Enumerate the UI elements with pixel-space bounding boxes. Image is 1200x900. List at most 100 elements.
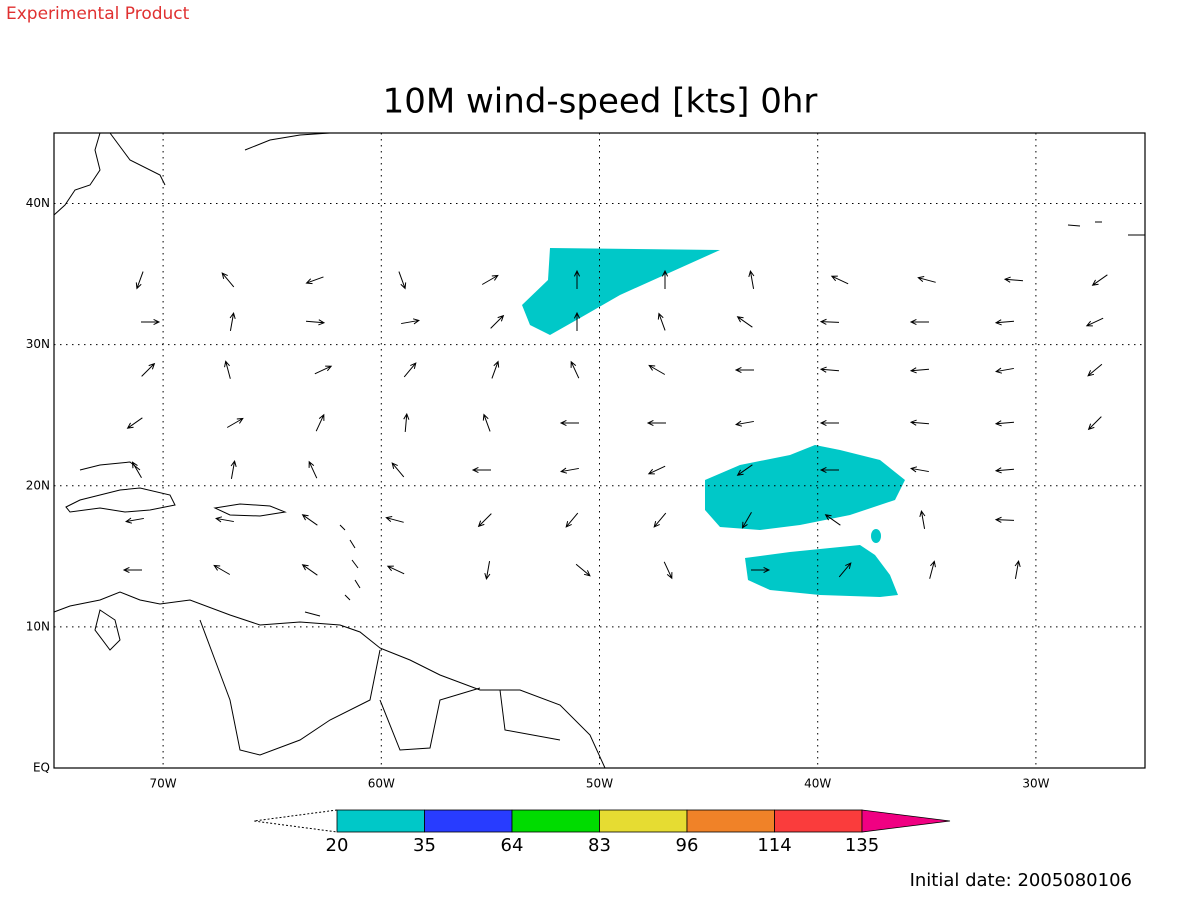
wind-arrow — [657, 312, 666, 331]
coastline — [65, 461, 287, 517]
wind-arrow — [661, 269, 669, 289]
wind-arrow — [221, 272, 235, 288]
wind-arrow — [1091, 274, 1108, 286]
wind-arrow — [838, 562, 852, 578]
wind-arrow — [751, 566, 771, 574]
wind-arrow — [403, 362, 417, 378]
wind-regions — [522, 248, 905, 597]
wind-arrow — [994, 516, 1015, 523]
wind-arrow — [646, 419, 666, 427]
wind-arrow — [125, 517, 144, 524]
lat-label: 30N — [26, 337, 50, 351]
wind-arrow — [910, 466, 929, 473]
wind-arrow — [919, 510, 926, 529]
wind-arrow — [131, 461, 142, 479]
colorbar-label: 114 — [757, 835, 791, 856]
lat-label: 20N — [26, 478, 50, 492]
colorbar-label: 20 — [326, 835, 349, 856]
wind-arrow — [559, 419, 579, 427]
wind-arrow — [301, 564, 318, 576]
wind-arrow — [929, 560, 936, 579]
colorbar-over — [861, 809, 951, 833]
wind-arrow — [224, 360, 231, 379]
wind-arrow — [482, 413, 491, 432]
wind-arrow — [305, 276, 324, 285]
wind-arrow — [213, 564, 231, 575]
initial-date: Initial date: 2005080106 — [910, 870, 1132, 891]
lat-label: 10N — [26, 619, 50, 633]
wind-arrow — [386, 565, 405, 575]
wind-region — [745, 545, 898, 597]
wind-arrow — [141, 318, 161, 326]
wind-arrow — [994, 420, 1015, 427]
wind-arrow — [403, 412, 410, 433]
colorbar-label: 83 — [588, 835, 611, 856]
colorbar: 20 35 64 83 96 114 135 — [253, 809, 951, 856]
wind-arrow — [126, 417, 143, 429]
map-frame — [53, 132, 1146, 769]
wind-arrow — [994, 467, 1015, 474]
wind-arrow — [741, 511, 752, 529]
wind-arrow — [909, 419, 930, 426]
wind-arrow — [736, 464, 753, 476]
wind-region — [522, 248, 720, 335]
wind-arrow — [648, 364, 666, 375]
colorbar-box — [424, 809, 513, 833]
wind-arrow — [560, 467, 579, 474]
map-title: 10M wind-speed [kts] 0hr — [383, 82, 818, 122]
wind-arrow — [477, 513, 492, 528]
wind-arrow — [308, 460, 318, 479]
wind-arrow — [391, 462, 405, 478]
wind-arrow — [471, 466, 491, 474]
wind-arrow — [819, 419, 839, 427]
lon-label: 60W — [368, 777, 395, 791]
wind-arrow — [484, 561, 491, 580]
wind-arrow — [135, 271, 144, 290]
wind-arrow — [1014, 560, 1021, 579]
wind-arrow — [748, 270, 755, 289]
wind-arrow — [1085, 317, 1104, 327]
wind-arrow — [141, 362, 156, 377]
wind-arrow — [565, 512, 579, 528]
wind-arrow — [830, 275, 849, 285]
wind-arrow — [490, 314, 505, 329]
coastline — [304, 524, 361, 617]
colorbar-label: 35 — [413, 835, 436, 856]
wind-arrow — [305, 319, 326, 326]
wind-arrow — [909, 318, 929, 326]
grid — [54, 133, 1145, 768]
wind-arrow — [301, 514, 318, 526]
wind-region — [871, 529, 881, 543]
wind-arrow — [401, 318, 420, 325]
colorbar-box — [774, 809, 863, 833]
wind-arrow — [385, 516, 404, 523]
wind-arrow — [917, 276, 936, 283]
wind-arrow — [573, 269, 581, 289]
colorbar-label: 96 — [676, 835, 699, 856]
lat-label: 40N — [26, 196, 50, 210]
colorbar-label: 64 — [501, 835, 524, 856]
wind-arrow — [909, 367, 930, 374]
wind-arrow — [994, 319, 1015, 326]
wind-arrow — [819, 466, 839, 474]
lon-label: 30W — [1022, 777, 1049, 791]
wind-arrow — [819, 318, 840, 325]
wind-arrow — [481, 274, 499, 285]
wind-arrow — [663, 561, 673, 580]
wind-arrow — [230, 460, 237, 479]
colorbar-box — [599, 809, 688, 833]
wind-arrow — [573, 311, 581, 331]
wind-arrow — [226, 417, 244, 428]
colorbar-label: 135 — [845, 835, 879, 856]
colorbar-under — [253, 809, 338, 833]
colorbar-box — [336, 809, 425, 833]
coastlines — [53, 132, 1145, 769]
wind-arrow — [229, 312, 236, 331]
wind-arrow — [215, 516, 234, 523]
colorbar-box — [511, 809, 600, 833]
wind-arrow — [122, 566, 142, 574]
wind-arrow — [734, 366, 754, 374]
wind-arrow — [995, 367, 1014, 374]
wind-arrow — [653, 512, 667, 528]
